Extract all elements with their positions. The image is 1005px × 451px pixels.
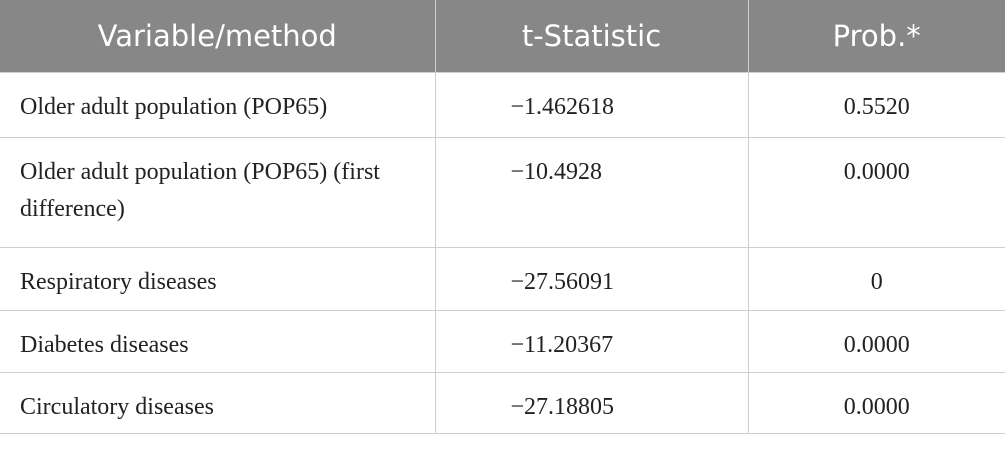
data-table: Variable/method t-Statistic Prob.* Older… <box>0 0 1005 434</box>
table-row: Circulatory diseases −27.18805 0.0000 <box>0 372 1005 434</box>
table-body: Older adult population (POP65) −1.462618 0… <box>0 72 1005 434</box>
table-cell: 0.0000 <box>747 372 1005 434</box>
header-cell: t-Statistic <box>434 0 749 73</box>
table-cell: 0 <box>747 247 1005 311</box>
header-cell: Prob.* <box>747 0 1005 73</box>
table-cell: −11.20367 <box>434 310 749 373</box>
header-cell: Variable/method <box>0 0 436 73</box>
table-cell: 0.0000 <box>747 310 1005 373</box>
table-cell: −27.56091 <box>434 247 749 311</box>
table-row: Older adult population (POP65) (first di… <box>0 137 1005 248</box>
table-cell: −1.462618 <box>434 72 749 138</box>
table-row: Diabetes diseases −11.20367 0.0000 <box>0 310 1005 373</box>
table-cell: −27.18805 <box>434 372 749 434</box>
table-header: Variable/method t-Statistic Prob.* <box>0 0 1005 73</box>
table-row: Respiratory diseases −27.56091 0 <box>0 247 1005 311</box>
table-cell: Older adult population (POP65) (first di… <box>0 137 436 248</box>
table-cell: Respiratory diseases <box>0 247 436 311</box>
table-cell: 0.0000 <box>747 137 1005 248</box>
table-cell: −10.4928 <box>434 137 749 248</box>
table-cell: Circulatory diseases <box>0 372 436 434</box>
table-row: Older adult population (POP65) −1.462618 0… <box>0 72 1005 138</box>
table-cell: Older adult population (POP65) <box>0 72 436 138</box>
table-cell: 0.5520 <box>747 72 1005 138</box>
header-row: Variable/method t-Statistic Prob.* <box>0 0 1005 73</box>
table-cell: Diabetes diseases <box>0 310 436 373</box>
